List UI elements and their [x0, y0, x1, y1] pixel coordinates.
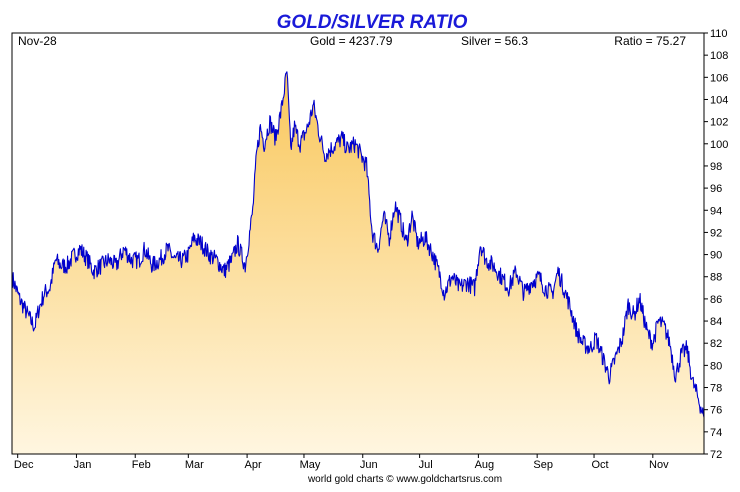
y-tick-label: 104 [710, 94, 728, 106]
x-tick-label: Apr [245, 459, 262, 471]
y-tick-label: 94 [710, 205, 722, 217]
y-tick-label: 90 [710, 250, 722, 262]
x-tick-label: Feb [132, 459, 151, 471]
header-ratio-value: Ratio = 75.27 [614, 34, 686, 48]
ratio-series-line [11, 71, 705, 418]
footer-credit: world gold charts © www.goldchartsrus.co… [307, 474, 502, 485]
y-tick-label: 100 [710, 139, 728, 151]
y-tick-label: 86 [710, 294, 722, 306]
y-tick-label: 74 [710, 427, 722, 439]
ratio-area-fill [12, 71, 704, 455]
y-tick-label: 78 [710, 383, 722, 395]
x-tick-label: Jun [360, 459, 378, 471]
x-axis: Dec Jan Feb Mar Apr May Jun Jul Aug Sep Oct Nov [14, 454, 669, 471]
y-tick-label: 110 [710, 28, 728, 40]
x-tick-label: Aug [475, 459, 495, 471]
y-tick-label: 84 [710, 316, 722, 328]
x-tick-label: Dec [14, 459, 34, 471]
x-tick-label: Jul [419, 459, 433, 471]
chart-title: GOLD/SILVER RATIO [277, 12, 468, 33]
y-tick-label: 96 [710, 183, 722, 195]
y-tick-label: 102 [710, 117, 728, 129]
x-tick-label: Sep [533, 459, 553, 471]
y-tick-label: 98 [710, 161, 722, 173]
y-axis: 72 74 76 78 80 82 84 86 88 90 92 94 96 98 100 102 104 106… [704, 28, 728, 461]
x-tick-label: Mar [185, 459, 204, 471]
y-tick-label: 72 [710, 449, 722, 461]
header-silver-price: Silver = 56.3 [461, 34, 528, 48]
y-tick-label: 80 [710, 360, 722, 372]
x-tick-label: May [300, 459, 321, 471]
y-tick-label: 106 [710, 72, 728, 84]
y-tick-label: 108 [710, 50, 728, 62]
y-tick-label: 88 [710, 272, 722, 284]
header-gold-price: Gold = 4237.79 [310, 34, 393, 48]
x-tick-label: Oct [591, 459, 608, 471]
y-tick-label: 92 [710, 227, 722, 239]
x-tick-label: Jan [74, 459, 92, 471]
plot-frame [11, 32, 705, 455]
plot-area [11, 71, 705, 455]
x-tick-label: Nov [649, 459, 669, 471]
y-tick-label: 76 [710, 405, 722, 417]
y-tick-label: 82 [710, 338, 722, 350]
header-date: Nov-28 [18, 34, 57, 48]
